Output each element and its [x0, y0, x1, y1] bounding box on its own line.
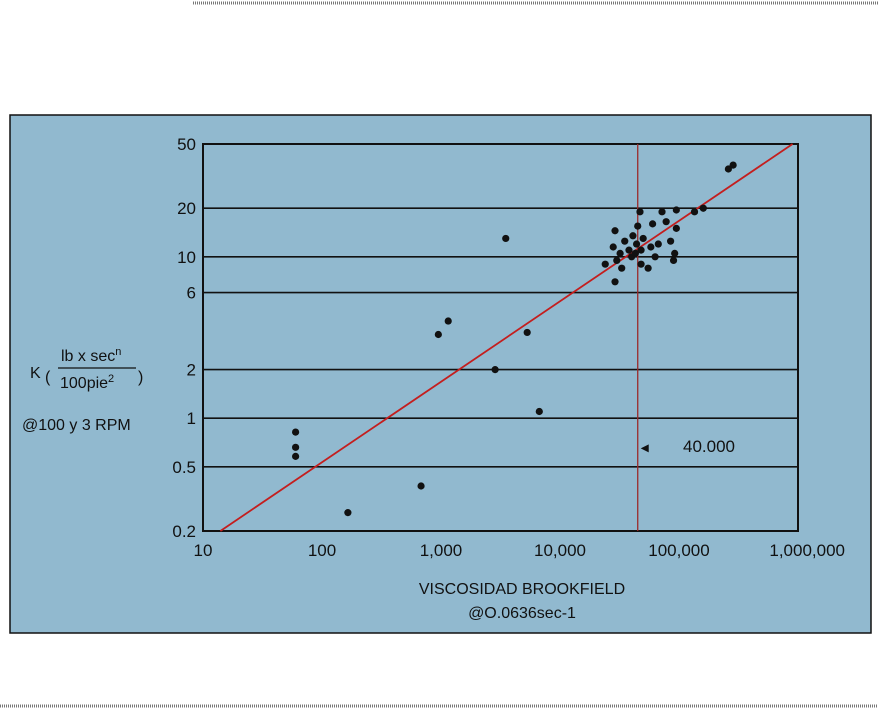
y-tick-label: 6 [187, 284, 196, 303]
y-tick-label: 1 [187, 409, 196, 428]
data-points [292, 161, 737, 517]
data-point [672, 206, 680, 214]
data-point [601, 260, 609, 268]
data-point [417, 482, 425, 490]
data-point [669, 256, 678, 265]
y-tick-label: 10 [177, 248, 196, 267]
marker-arrow-icon [640, 444, 649, 453]
data-point [292, 443, 300, 451]
data-point [649, 220, 657, 228]
data-point [621, 237, 629, 245]
y-tick-label: 2 [187, 361, 196, 380]
data-point [292, 452, 300, 460]
data-point [671, 249, 679, 257]
data-point [625, 246, 633, 254]
marker-label: 40.000 [683, 437, 735, 456]
data-point [344, 509, 352, 517]
data-point [609, 243, 617, 251]
data-point [699, 204, 707, 212]
data-point [637, 246, 645, 254]
data-point [632, 240, 641, 248]
x-tick-label: 100,000 [648, 541, 709, 560]
x-tick-labels: 10 100 1,000 10,000 100,000 1,000,000 [194, 541, 845, 560]
data-point [629, 232, 637, 240]
y-tick-label: 0.2 [172, 522, 196, 541]
figure-panel [9, 114, 872, 634]
y-tick-label: 20 [177, 199, 196, 218]
y-label-close-paren: ) [138, 369, 143, 386]
x-axis-label: VISCOSIDAD BROOKFIELD [419, 581, 625, 598]
data-point [535, 407, 543, 416]
data-point [611, 278, 619, 286]
data-point [662, 218, 670, 226]
data-point [631, 249, 639, 257]
x-tick-label: 1,000,000 [769, 541, 845, 560]
data-point [639, 234, 647, 243]
fit-line [219, 143, 794, 532]
x-axis-label-line2: @O.0636sec-1 [468, 605, 576, 622]
data-point [658, 208, 666, 216]
y-tick-label: 50 [177, 135, 196, 154]
x-tick-label: 1,000 [420, 541, 463, 560]
y-label-open-paren: ( [45, 369, 51, 386]
data-point [613, 256, 621, 265]
data-point [634, 222, 642, 230]
y-tick-label: 0.5 [172, 458, 196, 477]
data-point [647, 243, 655, 251]
data-point [444, 317, 452, 325]
data-point [654, 240, 662, 248]
x-tick-label: 10 [194, 541, 213, 560]
x-tick-label: 10,000 [534, 541, 586, 560]
data-point [644, 264, 652, 272]
data-point [611, 227, 619, 235]
data-point [651, 253, 659, 261]
data-point [637, 260, 645, 268]
data-point [434, 330, 442, 339]
y-tick-labels: 0.2 0.5 1 2 6 10 20 50 [172, 135, 196, 541]
data-point [618, 264, 626, 272]
y-axis-label: K ( lb x secn 100pie2 ) @100 y 3 RPM [22, 346, 143, 434]
data-point [729, 161, 737, 169]
data-point [672, 224, 680, 232]
y-label-prefix: K [30, 365, 41, 382]
data-point [667, 237, 675, 245]
x-tick-label: 100 [308, 541, 336, 560]
data-point [491, 366, 499, 374]
data-point [636, 208, 644, 216]
y-label-note: @100 y 3 RPM [22, 417, 131, 434]
data-point [523, 328, 531, 337]
data-point [690, 208, 699, 216]
data-point [616, 249, 624, 257]
data-point [502, 234, 510, 243]
data-point [724, 165, 732, 173]
plot-frame [202, 143, 799, 532]
y-label-denominator: 100pie2 [60, 373, 114, 392]
data-point [292, 428, 300, 436]
y-label-numerator: lb x secn [61, 346, 121, 365]
